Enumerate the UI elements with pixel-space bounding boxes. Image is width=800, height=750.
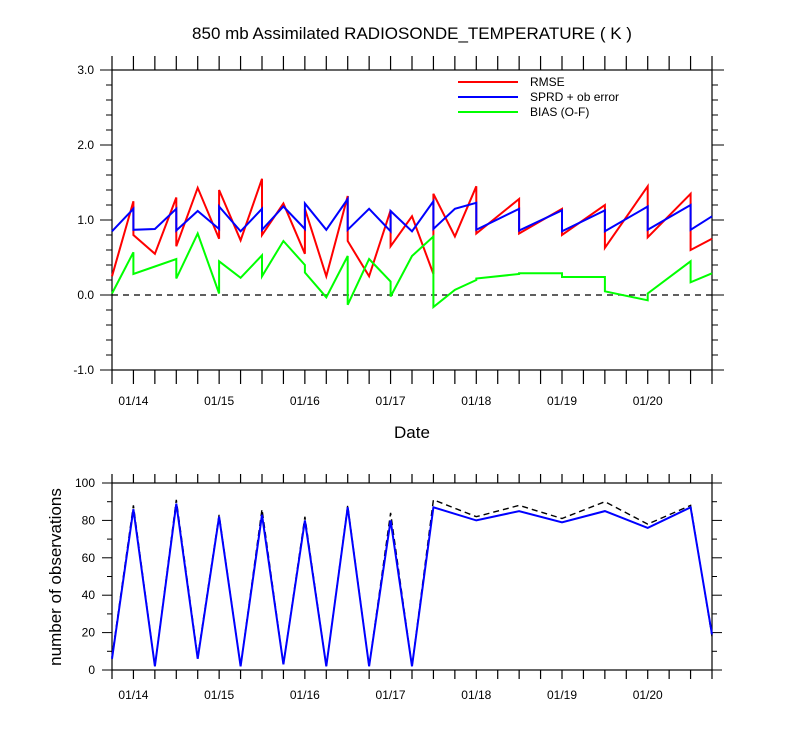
x-tick-label: 01/20 (633, 394, 663, 408)
y-tick-label: 0 (88, 663, 95, 677)
y-tick-label: 40 (82, 588, 96, 602)
y-tick-label: 0.0 (77, 288, 94, 302)
x-tick-label: 01/16 (290, 394, 320, 408)
x-tick-label: 01/18 (461, 394, 491, 408)
x-tick-label: 01/17 (376, 688, 406, 702)
x-tick-label: 01/19 (547, 688, 577, 702)
series-line-possible-observations (111, 498, 713, 667)
y-tick-label: 80 (82, 513, 96, 527)
x-tick-label: 01/20 (633, 688, 663, 702)
y-tick-label: 20 (82, 626, 96, 640)
x-tick-label: 01/14 (118, 394, 148, 408)
y-tick-label: 100 (75, 476, 95, 490)
series-line-sprd-ob-error (111, 195, 713, 234)
top-plot-frame (111, 69, 713, 371)
y-tick-label: 1.0 (77, 213, 94, 227)
series-line-bias-o-f (111, 230, 713, 310)
legend-label: SPRD + ob error (530, 90, 619, 104)
top-panel-temperature: 01/14 01/15 01/16 01/17 01/18 01/19 01/20 -1.0 0… (73, 56, 724, 408)
x-tick-label: 01/16 (290, 688, 320, 702)
y-tick-label: 3.0 (77, 63, 94, 77)
x-tick-label: 01/18 (461, 688, 491, 702)
chart-title: 850 mb Assimilated RADIOSONDE_TEMPERATUR… (192, 24, 632, 43)
y-tick-label: -1.0 (73, 363, 94, 377)
legend-label: BIAS (O-F) (530, 105, 589, 119)
x-tick-label: 01/17 (376, 394, 406, 408)
bottom-plot-frame (111, 482, 713, 671)
x-tick-label: 01/19 (547, 394, 577, 408)
y-axis-title-observations: number of observations (46, 488, 65, 666)
y-tick-label: 60 (82, 551, 96, 565)
series-line-rmse (111, 178, 713, 280)
x-axis-title: Date (394, 423, 430, 442)
x-tick-label: 01/15 (204, 394, 234, 408)
x-tick-label: 01/15 (204, 688, 234, 702)
x-tick-label: 01/14 (118, 688, 148, 702)
legend-label: RMSE (530, 75, 565, 89)
series-line-assimilated-observations (111, 503, 713, 667)
y-tick-label: 2.0 (77, 138, 94, 152)
bottom-panel-observations: 01/14 01/15 01/16 01/17 01/18 01/19 01/20 0 20 40… (75, 474, 722, 702)
